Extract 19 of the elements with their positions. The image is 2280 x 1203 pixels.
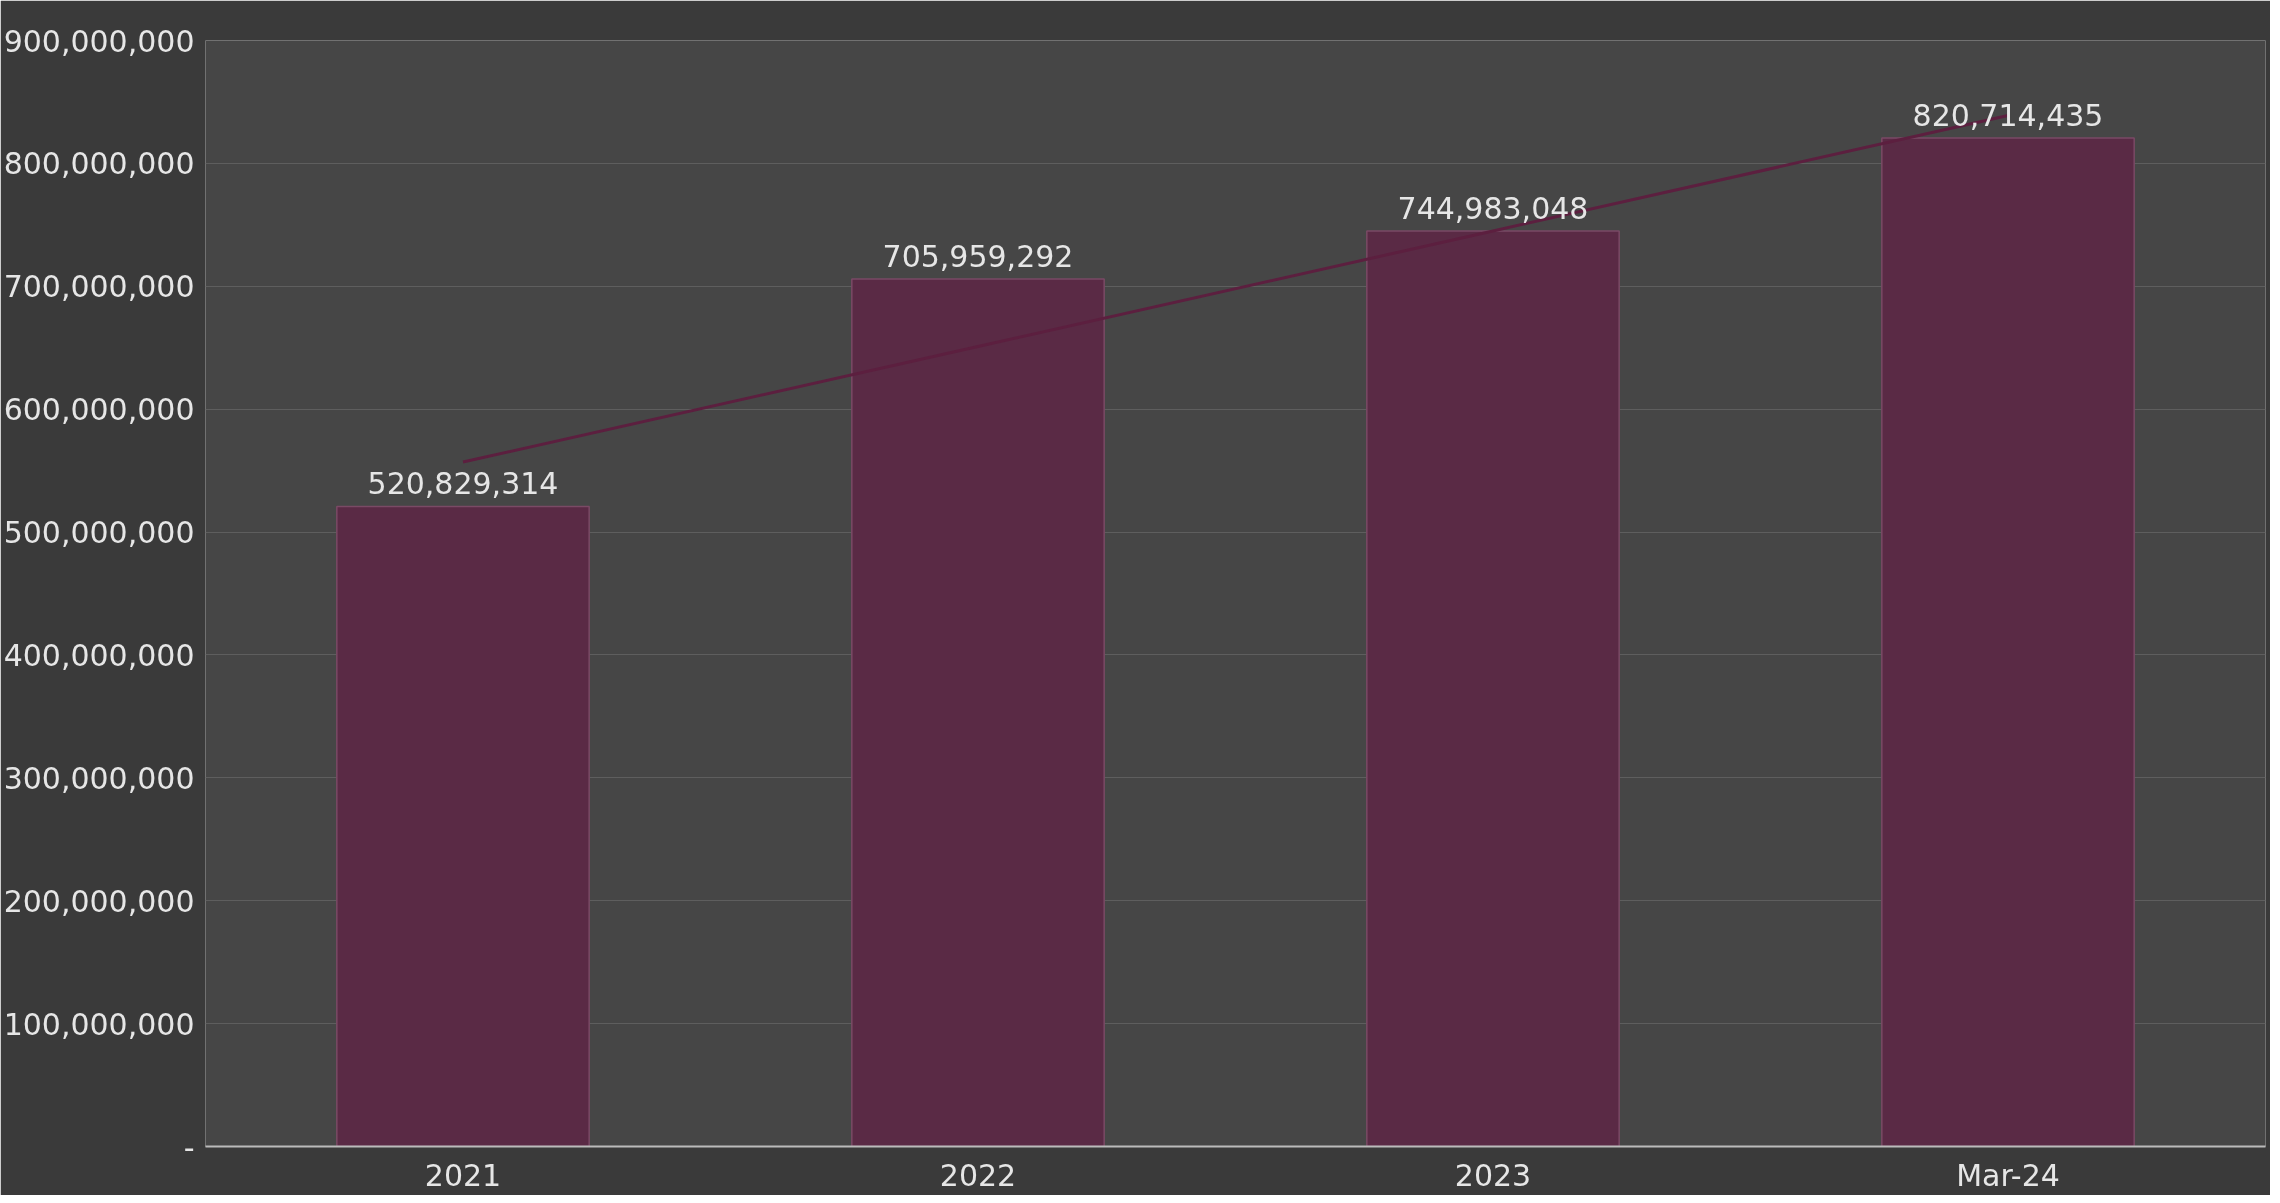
- data-label: 744,983,048: [1397, 191, 1589, 226]
- data-label: 705,959,292: [882, 238, 1074, 274]
- y-tick-label: -: [183, 1129, 195, 1165]
- y-tick-label: 500,000,000: [3, 515, 195, 551]
- y-tick-label: 400,000,000: [3, 637, 195, 673]
- y-tick-label: 700,000,000: [3, 269, 195, 305]
- y-tick-label: 100,000,000: [3, 1006, 195, 1042]
- y-tick-label: 600,000,000: [3, 392, 195, 428]
- data-label: 820,714,435: [1912, 97, 2104, 133]
- x-tick-label: 2021: [424, 1157, 502, 1193]
- y-tick-label: 200,000,000: [3, 883, 195, 919]
- x-tick-label: 2022: [939, 1157, 1017, 1193]
- y-tick-label: 800,000,000: [3, 146, 195, 182]
- y-tick-label: 900,000,000: [3, 23, 195, 59]
- data-label: 520,829,314: [367, 466, 559, 502]
- bar: [336, 505, 590, 1147]
- x-tick-label: 2023: [1454, 1157, 1532, 1193]
- y-tick-label: 300,000,000: [3, 760, 195, 796]
- x-tick-label: Mar-24: [1956, 1157, 2060, 1193]
